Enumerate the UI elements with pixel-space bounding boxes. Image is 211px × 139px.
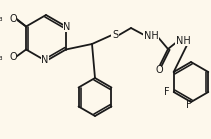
Text: CH₃: CH₃ bbox=[0, 14, 3, 23]
Text: NH: NH bbox=[144, 31, 158, 41]
Text: S: S bbox=[112, 30, 118, 40]
Text: F: F bbox=[164, 87, 169, 97]
Text: O: O bbox=[9, 13, 17, 23]
Text: N: N bbox=[41, 55, 49, 65]
Text: N: N bbox=[63, 22, 71, 32]
Text: F: F bbox=[186, 100, 192, 110]
Text: NH: NH bbox=[176, 36, 190, 46]
Text: CH₃: CH₃ bbox=[0, 53, 3, 62]
Text: O: O bbox=[155, 65, 163, 75]
Text: O: O bbox=[9, 53, 17, 63]
